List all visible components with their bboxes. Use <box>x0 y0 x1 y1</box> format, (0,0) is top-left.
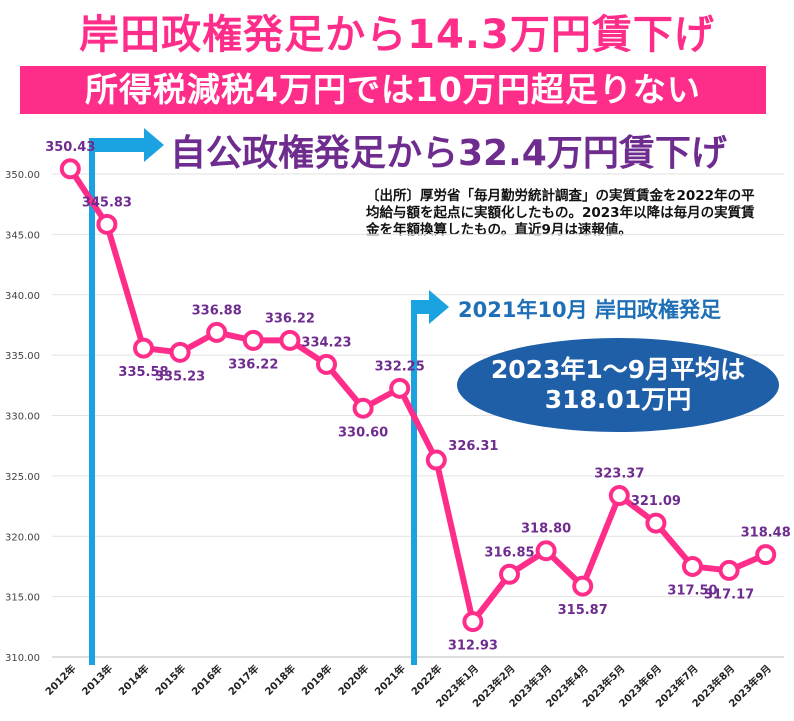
data-point <box>425 449 447 471</box>
data-label: 317.17 <box>704 587 754 602</box>
data-label: 316.85 <box>484 545 534 560</box>
data-label: 336.22 <box>228 357 278 372</box>
data-point <box>718 559 740 581</box>
kishida-era-bar <box>411 300 417 665</box>
era-arrows <box>89 128 449 665</box>
x-tick-label: 2013年 <box>79 662 115 698</box>
data-label: 335.23 <box>155 369 205 384</box>
y-tick-label: 345.00 <box>5 230 40 241</box>
x-tick-label: 2022年 <box>408 662 444 698</box>
data-point <box>96 213 118 235</box>
y-tick-label: 320.00 <box>5 532 40 543</box>
x-tick-label: 2016年 <box>189 662 225 698</box>
data-label: 336.22 <box>265 311 315 326</box>
data-point <box>279 329 301 351</box>
jimin-arrow-head <box>144 128 164 162</box>
data-label: 332.25 <box>375 359 425 374</box>
data-label: 323.37 <box>594 467 644 482</box>
y-tick-label: 330.00 <box>5 412 40 423</box>
data-point <box>682 555 703 577</box>
y-tick-label: 325.00 <box>5 472 40 483</box>
x-tick-label: 2015年 <box>152 662 188 698</box>
data-point <box>206 321 228 343</box>
data-label: 330.60 <box>338 425 388 440</box>
data-label: 321.09 <box>631 494 681 509</box>
y-axis: 310.00 315.00 320.00 325.00 330.00 335.00 340.… <box>5 170 40 664</box>
data-point <box>608 485 630 507</box>
x-tick-label: 2014年 <box>116 662 152 698</box>
data-label: 336.88 <box>192 303 242 318</box>
data-label: 345.83 <box>82 195 132 210</box>
data-point <box>755 544 777 566</box>
data-label: 315.87 <box>558 603 608 618</box>
data-point <box>499 563 520 585</box>
data-label: 312.93 <box>448 639 498 654</box>
y-tick-label: 315.00 <box>5 593 40 604</box>
data-label: 318.80 <box>521 522 571 537</box>
data-point <box>242 329 264 351</box>
annotation-jimin: 自公政権発足から32.4万円賃下げ <box>170 133 727 174</box>
x-tick-label: 2018年 <box>262 662 298 698</box>
kishida-arrow-shaft <box>411 300 431 314</box>
subtitle-banner: 所得税減税4万円では10万円超足りない <box>20 66 766 114</box>
jimin-era-bar <box>89 138 95 665</box>
data-point <box>352 397 374 419</box>
data-label: 317.50 <box>667 583 717 598</box>
data-label: 318.48 <box>741 526 791 541</box>
oval-line2: 318.01万円 <box>544 385 692 414</box>
x-tick-label: 2017年 <box>225 662 261 698</box>
data-points <box>59 158 777 633</box>
jimin-arrow-shaft <box>89 138 147 152</box>
average-oval: 2023年1～9月平均は 318.01万円 <box>457 338 779 432</box>
y-tick-label: 350.00 <box>5 170 40 181</box>
x-tick-label: 2019年 <box>299 662 335 698</box>
data-point <box>169 341 191 363</box>
data-point <box>389 377 411 399</box>
data-point <box>462 611 484 633</box>
x-axis: 2012年 2013年 2014年 2015年 2016年 2017年 2018年 2019年… <box>42 662 773 710</box>
oval-line1: 2023年1～9月平均は <box>490 355 746 384</box>
data-point <box>572 575 594 597</box>
data-label: 335.58 <box>118 365 168 380</box>
data-point <box>535 540 557 562</box>
data-label: 350.43 <box>45 140 95 155</box>
chart-title: 岸田政権発足から14.3万円賃下げ <box>79 12 715 58</box>
data-label: 334.23 <box>301 335 351 350</box>
data-point <box>133 337 154 359</box>
kishida-arrow-head <box>429 290 449 324</box>
x-tick-label: 2012年 <box>42 662 78 698</box>
data-point <box>645 512 667 534</box>
data-label: 326.31 <box>448 439 498 454</box>
y-tick-label: 335.00 <box>5 351 40 362</box>
data-point <box>316 353 337 375</box>
x-tick-label: 2021年 <box>372 662 408 698</box>
data-point <box>59 158 81 180</box>
gridlines <box>52 173 784 658</box>
y-tick-label: 310.00 <box>5 653 40 664</box>
x-tick-label: 2020年 <box>335 662 371 698</box>
annotation-kishida: 2021年10月 岸田政権発足 <box>458 298 721 322</box>
y-tick-label: 340.00 <box>5 291 40 302</box>
